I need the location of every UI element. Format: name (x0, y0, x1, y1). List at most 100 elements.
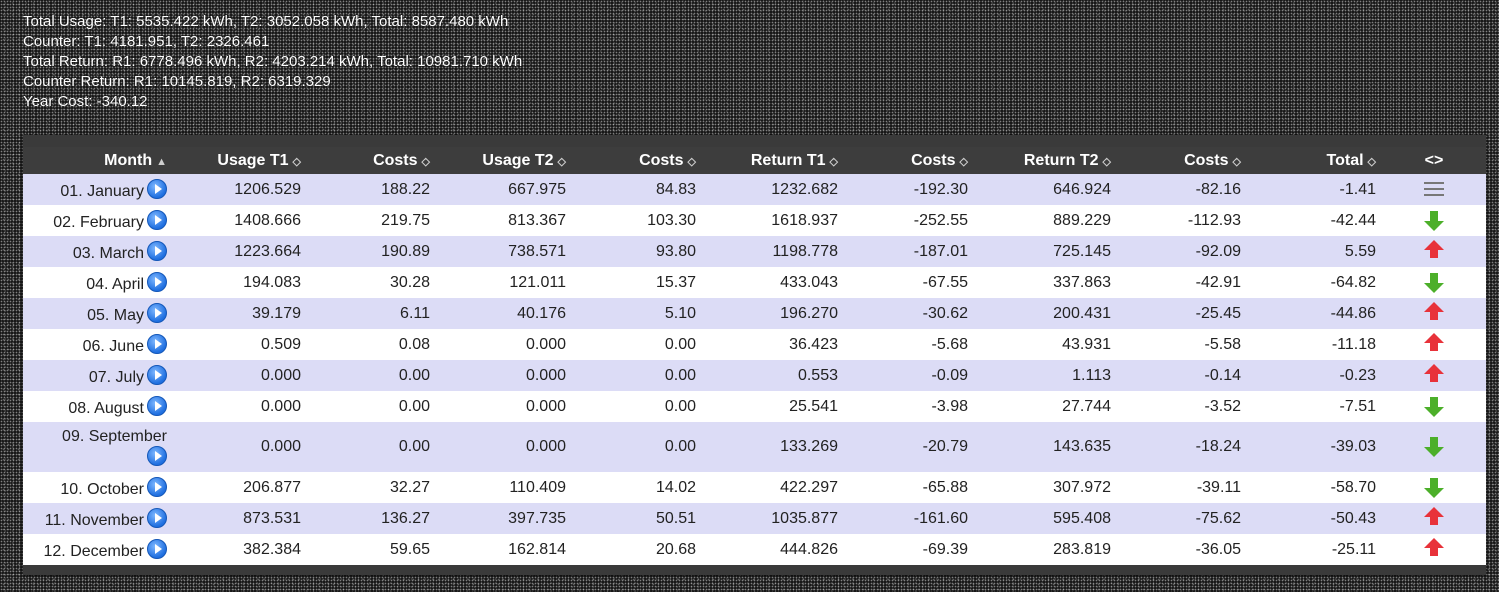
sort-toggle-icon[interactable]: ◇ (829, 155, 838, 168)
sort-toggle-icon[interactable]: ◇ (687, 155, 696, 168)
column-header-0[interactable]: Month ▲ (23, 147, 173, 174)
value-cell: 30.28 (307, 267, 436, 298)
column-header-6[interactable]: Costs ◇ (844, 147, 974, 174)
trend-cell (1382, 174, 1486, 205)
sort-toggle-icon[interactable]: ◇ (1367, 155, 1376, 168)
list-icon[interactable] (1424, 182, 1444, 197)
column-header-8[interactable]: Costs ◇ (1117, 147, 1247, 174)
value-cell: -0.09 (844, 360, 974, 391)
table-row: 01. January 1206.529 188.22 667.975 84.83 123… (23, 174, 1486, 205)
column-header-5[interactable]: Return T1 ◇ (702, 147, 844, 174)
play-icon[interactable] (147, 178, 167, 199)
sort-toggle-icon[interactable]: ◇ (1102, 155, 1111, 168)
column-header-label: Total (1326, 151, 1364, 169)
value-cell: -42.44 (1247, 205, 1382, 236)
value-cell: 121.011 (436, 267, 572, 298)
table-body: 01. January 1206.529 188.22 667.975 84.83 123… (23, 174, 1486, 565)
table-row: 02. February 1408.666 219.75 813.367 103.30 1… (23, 205, 1486, 236)
value-cell: 200.431 (974, 298, 1117, 329)
play-icon[interactable] (147, 538, 167, 559)
value-cell: 283.819 (974, 534, 1117, 565)
play-icon[interactable] (147, 240, 167, 261)
trend-cell (1382, 422, 1486, 472)
sort-toggle-icon[interactable]: ◇ (1232, 155, 1241, 168)
value-cell: 40.176 (436, 298, 572, 329)
value-cell: -3.98 (844, 391, 974, 422)
sort-toggle-icon[interactable]: ◇ (959, 155, 968, 168)
sort-ascending-icon[interactable]: ▲ (156, 155, 167, 168)
arrow-down-green-icon (1424, 272, 1444, 293)
table-row: 03. March 1223.664 190.89 738.571 93.80 1198.… (23, 236, 1486, 267)
column-header-1[interactable]: Usage T1 ◇ (173, 147, 307, 174)
value-cell: 0.000 (173, 391, 307, 422)
column-header-label: Return T2 (1023, 151, 1099, 169)
monthly-table-container: Month ▲ Usage T1 ◇ Costs ◇ Usage T2 ◇ Costs ◇ Retu… (23, 135, 1486, 575)
column-header-label: Costs (1184, 151, 1229, 169)
month-label: 06. June (82, 337, 144, 355)
column-header-label: <> (1424, 151, 1444, 169)
column-header-label: Usage T2 (482, 151, 554, 169)
value-cell: -3.52 (1117, 391, 1247, 422)
value-cell: 103.30 (572, 205, 702, 236)
value-cell: 873.531 (173, 503, 307, 534)
month-cell: 09. September (23, 422, 173, 472)
arrow-up-red-icon (1424, 506, 1444, 525)
trend-cell (1382, 329, 1486, 360)
value-cell: 25.541 (702, 391, 844, 422)
value-cell: 0.000 (173, 422, 307, 472)
column-header-10[interactable]: <> (1382, 147, 1486, 174)
month-label: 10. October (60, 480, 144, 498)
month-cell: 02. February (23, 205, 173, 236)
play-icon[interactable] (147, 445, 167, 466)
play-icon[interactable] (147, 271, 167, 292)
play-icon[interactable] (147, 395, 167, 416)
play-icon[interactable] (147, 476, 167, 497)
value-cell: 1198.778 (702, 236, 844, 267)
month-cell: 01. January (23, 174, 173, 205)
value-cell: 725.145 (974, 236, 1117, 267)
month-cell: 11. November (23, 503, 173, 534)
value-cell: 1.113 (974, 360, 1117, 391)
play-icon[interactable] (147, 302, 167, 323)
column-header-4[interactable]: Costs ◇ (572, 147, 702, 174)
value-cell: 59.65 (307, 534, 436, 565)
play-icon[interactable] (147, 507, 167, 528)
value-cell: 219.75 (307, 205, 436, 236)
arrow-down-green-icon (1424, 210, 1444, 231)
value-cell: -18.24 (1117, 422, 1247, 472)
play-icon[interactable] (147, 364, 167, 385)
value-cell: 444.826 (702, 534, 844, 565)
trend-cell (1382, 391, 1486, 422)
table-row: 05. May 39.179 6.11 40.176 5.10 196.270 -30.62… (23, 298, 1486, 329)
play-icon[interactable] (147, 209, 167, 230)
value-cell: 162.814 (436, 534, 572, 565)
value-cell: 0.553 (702, 360, 844, 391)
sort-toggle-icon[interactable]: ◇ (557, 155, 566, 168)
value-cell: 1232.682 (702, 174, 844, 205)
column-header-9[interactable]: Total ◇ (1247, 147, 1382, 174)
play-icon[interactable] (147, 333, 167, 354)
value-cell: 307.972 (974, 472, 1117, 503)
sort-toggle-icon[interactable]: ◇ (421, 155, 430, 168)
value-cell: -50.43 (1247, 503, 1382, 534)
column-header-7[interactable]: Return T2 ◇ (974, 147, 1117, 174)
value-cell: 143.635 (974, 422, 1117, 472)
column-header-2[interactable]: Costs ◇ (307, 147, 436, 174)
table-row: 06. June 0.509 0.08 0.000 0.00 36.423 -5.68 43.… (23, 329, 1486, 360)
value-cell: 36.423 (702, 329, 844, 360)
value-cell: 889.229 (974, 205, 1117, 236)
trend-cell (1382, 472, 1486, 503)
value-cell: -187.01 (844, 236, 974, 267)
column-header-3[interactable]: Usage T2 ◇ (436, 147, 572, 174)
month-label: 11. November (44, 511, 144, 529)
month-label: 04. April (86, 275, 144, 293)
month-label: 08. August (68, 399, 144, 417)
value-cell: 382.384 (173, 534, 307, 565)
month-cell: 05. May (23, 298, 173, 329)
value-cell: 20.68 (572, 534, 702, 565)
value-cell: 0.000 (436, 360, 572, 391)
sort-toggle-icon[interactable]: ◇ (292, 155, 301, 168)
value-cell: 646.924 (974, 174, 1117, 205)
column-header-label: Month (104, 151, 153, 169)
table-row: 12. December 382.384 59.65 162.814 20.68 444.… (23, 534, 1486, 565)
